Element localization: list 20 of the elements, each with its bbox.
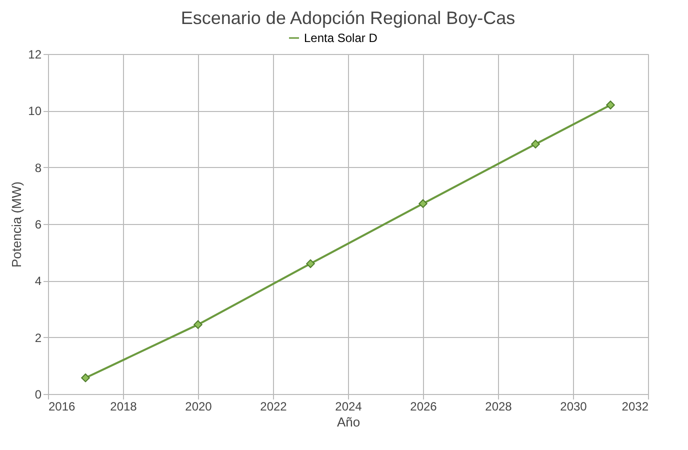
- y-tick-label: 12: [28, 48, 42, 62]
- x-tick-label: 2018: [110, 400, 138, 414]
- x-tick-label: 2026: [410, 400, 438, 414]
- chart-title: Escenario de Adopción Regional Boy-Cas: [180, 8, 516, 28]
- y-tick-label: 4: [34, 274, 42, 288]
- x-tick-label: 2030: [560, 400, 588, 414]
- y-tick-label: 6: [34, 218, 42, 232]
- x-axis-title: Año: [336, 414, 360, 430]
- y-tick-label: 2: [34, 330, 42, 345]
- legend-label: Lenta Solar D: [304, 31, 378, 45]
- x-tick-label: 2016: [48, 400, 76, 414]
- x-tick-label: 2024: [335, 400, 362, 414]
- y-tick-label: 8: [34, 160, 42, 175]
- x-tick-label: 2028: [485, 400, 512, 414]
- x-tick-label: 2020: [185, 400, 212, 414]
- y-tick-label: 0: [34, 388, 42, 402]
- y-tick-label: 10: [28, 104, 42, 118]
- x-tick-label: 2022: [260, 400, 288, 414]
- x-tick-label: 2032: [622, 400, 649, 414]
- y-axis-title: Potencia (MW): [9, 182, 24, 268]
